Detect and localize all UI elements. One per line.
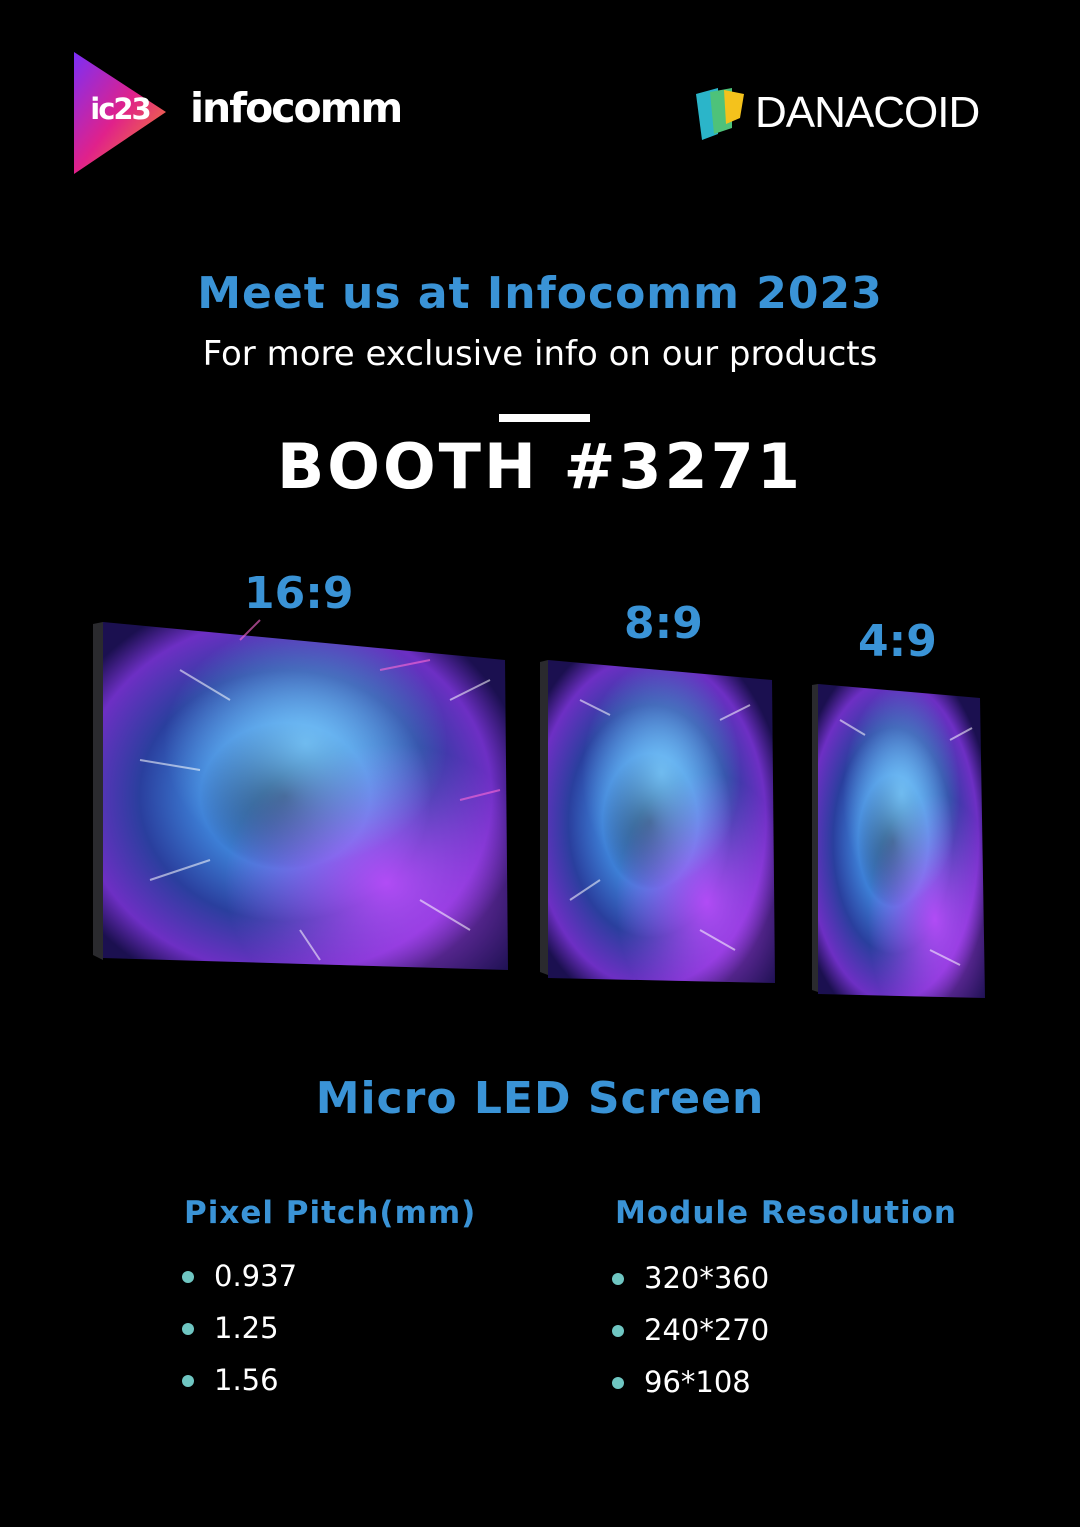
- module-resolution-value: 240*270: [644, 1313, 770, 1347]
- ratio-label-4-9: 4:9: [858, 616, 937, 667]
- event-logo-text: ic23: [90, 92, 152, 126]
- module-resolution-title: Module Resolution: [615, 1195, 958, 1231]
- list-item: 1.56: [182, 1354, 297, 1406]
- pixel-pitch-value: 1.56: [214, 1363, 279, 1397]
- module-resolution-value: 320*360: [644, 1261, 770, 1295]
- booth-number: BOOTH #3271: [277, 430, 803, 503]
- ratio-label-16-9: 16:9: [244, 568, 354, 619]
- module-resolution-list: 320*360 240*270 96*108: [612, 1252, 769, 1408]
- pixel-pitch-list: 0.937 1.25 1.56: [182, 1250, 297, 1406]
- bullet-icon: [182, 1271, 194, 1283]
- product-title: Micro LED Screen: [315, 1073, 765, 1124]
- led-screen-8-9: [540, 660, 775, 983]
- pixel-pitch-value: 1.25: [214, 1311, 279, 1345]
- bullet-icon: [182, 1375, 194, 1387]
- bullet-icon: [612, 1377, 624, 1389]
- pixel-pitch-title: Pixel Pitch(mm): [184, 1195, 477, 1231]
- infocomm-play-logo-icon: [74, 52, 166, 174]
- ratio-label-8-9: 8:9: [624, 598, 703, 649]
- divider: [499, 414, 590, 422]
- bullet-icon: [182, 1323, 194, 1335]
- list-item: 1.25: [182, 1302, 297, 1354]
- pixel-pitch-value: 0.937: [214, 1259, 298, 1293]
- bullet-icon: [612, 1325, 624, 1337]
- list-item: 96*108: [612, 1356, 769, 1408]
- list-item: 320*360: [612, 1252, 769, 1304]
- headline: Meet us at Infocomm 2023: [197, 268, 883, 319]
- event-name: infocomm: [190, 84, 403, 132]
- brand-name: DANACOID: [755, 88, 980, 137]
- list-item: 240*270: [612, 1304, 769, 1356]
- bullet-icon: [612, 1273, 624, 1285]
- subline: For more exclusive info on our products: [202, 334, 878, 374]
- led-screen-4-9: [812, 684, 985, 998]
- danacoid-logo-icon: [696, 88, 744, 140]
- list-item: 0.937: [182, 1250, 297, 1302]
- module-resolution-value: 96*108: [644, 1365, 751, 1399]
